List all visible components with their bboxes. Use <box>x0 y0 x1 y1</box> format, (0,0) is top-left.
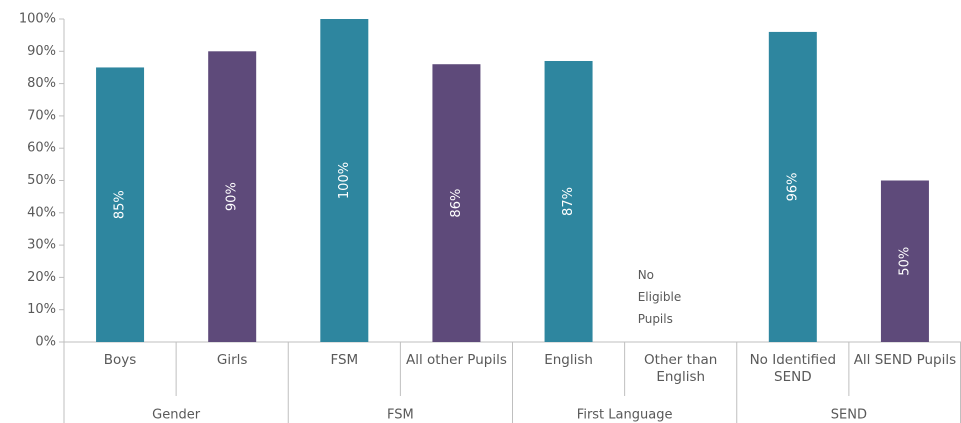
group-label: Gender <box>152 408 201 423</box>
x-tick-label-box: No Identified SEND <box>749 352 837 385</box>
x-tick-label: Girls <box>216 352 248 368</box>
y-tick-label: 0% <box>35 335 56 350</box>
value-label: 87% <box>561 187 576 216</box>
y-tick-label: 20% <box>27 270 56 285</box>
x-tick-label-box: All SEND Pupils <box>853 352 957 368</box>
x-tick-label: All other Pupils <box>406 352 507 368</box>
x-tick-label-box: Other than English <box>644 352 718 385</box>
annotation: No Eligible Pupils <box>637 268 682 326</box>
x-tick-label-box: All other Pupils <box>406 352 507 368</box>
x-tick-label-box: English <box>544 352 593 368</box>
y-tick-label: 40% <box>27 205 56 220</box>
x-tick-label: Boys <box>103 352 137 368</box>
y-tick-label: 60% <box>27 141 56 156</box>
value-label: 86% <box>449 189 464 218</box>
bar <box>544 60 593 343</box>
value-label: 50% <box>897 247 912 276</box>
x-tick-label: Other than English <box>644 352 718 385</box>
bar <box>768 31 817 342</box>
x-tick-label-box: Boys <box>103 352 137 368</box>
y-tick-label: 90% <box>27 44 56 59</box>
y-tick-label: 30% <box>27 238 56 253</box>
bar <box>320 19 369 342</box>
y-tick-label: 50% <box>27 173 56 188</box>
x-tick-label: FSM <box>330 352 359 368</box>
value-label: 90% <box>225 182 240 211</box>
x-tick-label: No Identified SEND <box>749 352 837 385</box>
x-tick-label-box: FSM <box>330 352 359 368</box>
y-tick-label: 10% <box>27 302 56 317</box>
y-tick-label: 100% <box>19 12 56 27</box>
group-label: First Language <box>577 408 673 423</box>
bar <box>432 64 481 342</box>
value-label: 96% <box>785 173 800 202</box>
value-label: 85% <box>113 190 128 219</box>
bar <box>208 51 257 343</box>
x-tick-label: English <box>544 352 593 368</box>
bar <box>96 67 145 342</box>
y-tick-label: 70% <box>27 108 56 123</box>
group-label: FSM <box>387 408 414 423</box>
x-tick-label-box: Girls <box>216 352 248 368</box>
annotation-box: No Eligible Pupils <box>637 268 682 326</box>
group-label: SEND <box>831 408 867 423</box>
value-label: 100% <box>337 162 352 199</box>
bar <box>880 180 929 342</box>
x-tick-label: All SEND Pupils <box>853 352 957 368</box>
y-tick-label: 80% <box>27 76 56 91</box>
